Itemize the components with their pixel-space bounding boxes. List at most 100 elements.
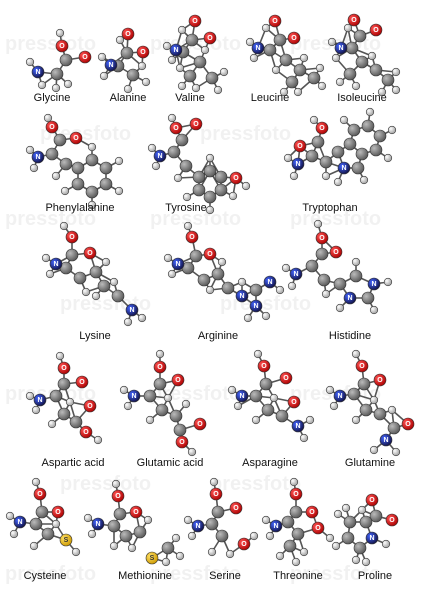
atom bbox=[141, 77, 151, 87]
atom bbox=[123, 84, 133, 94]
atom bbox=[25, 145, 35, 155]
atom bbox=[335, 303, 345, 313]
atom bbox=[161, 557, 171, 567]
molecule: O O N Leucine bbox=[245, 14, 327, 104]
molecule-name: Valine bbox=[175, 92, 205, 104]
molecule-name: Threonine bbox=[273, 570, 323, 582]
atom bbox=[227, 385, 237, 395]
atom bbox=[55, 28, 65, 38]
atom bbox=[387, 405, 397, 415]
molecule-name: Alanine bbox=[110, 92, 147, 104]
atom bbox=[93, 435, 103, 445]
molecule-name: Tyrosine bbox=[165, 202, 207, 214]
watermark: pressfoto bbox=[290, 208, 381, 230]
atom bbox=[275, 285, 285, 295]
atom bbox=[29, 517, 43, 531]
atom bbox=[175, 551, 185, 561]
atom bbox=[69, 415, 83, 429]
molecule: O O N O Serine bbox=[183, 477, 259, 582]
atom bbox=[373, 373, 387, 387]
atom bbox=[25, 57, 35, 67]
atom bbox=[153, 360, 167, 374]
molecule-name: Proline bbox=[358, 570, 392, 582]
atom bbox=[161, 541, 175, 555]
atom bbox=[211, 267, 225, 281]
atom bbox=[355, 359, 369, 373]
atom bbox=[115, 35, 125, 45]
atom bbox=[273, 33, 287, 47]
molecule-name: Phenylalanine bbox=[45, 202, 114, 214]
atom bbox=[315, 121, 329, 135]
atom bbox=[343, 23, 353, 33]
watermark: pressfoto bbox=[5, 208, 96, 230]
atom bbox=[249, 531, 259, 541]
molecule-name: Tryptophan bbox=[302, 202, 357, 214]
atom bbox=[249, 389, 263, 403]
atom-symbol: O bbox=[175, 377, 181, 384]
molecule: O O N S Methionine bbox=[83, 479, 185, 582]
atom-symbol: O bbox=[179, 439, 185, 446]
atom bbox=[229, 171, 243, 185]
atom bbox=[283, 153, 293, 163]
molecule: O O N O O Aspartic acid bbox=[25, 351, 104, 469]
molecule-name: Asparagine bbox=[242, 457, 298, 469]
atom bbox=[193, 55, 207, 69]
atom-symbol: O bbox=[197, 421, 203, 428]
atom bbox=[192, 183, 206, 197]
atom bbox=[251, 415, 261, 425]
atom bbox=[183, 515, 193, 525]
atom-symbol: O bbox=[173, 125, 179, 132]
atom bbox=[143, 389, 157, 403]
atom bbox=[99, 161, 113, 175]
atom bbox=[261, 23, 271, 33]
atom-symbol: N bbox=[341, 165, 346, 172]
atom bbox=[71, 177, 85, 191]
atom bbox=[249, 53, 259, 63]
atom bbox=[50, 67, 64, 81]
atom bbox=[109, 277, 119, 287]
watermark: pressfoto bbox=[5, 33, 96, 55]
atom bbox=[29, 541, 39, 551]
atom bbox=[391, 447, 401, 457]
atom bbox=[359, 515, 373, 529]
atom bbox=[65, 397, 75, 407]
atom bbox=[191, 519, 205, 533]
atom bbox=[289, 171, 299, 181]
watermark: pressfoto bbox=[220, 293, 311, 315]
atom bbox=[299, 53, 309, 63]
atom bbox=[83, 399, 97, 413]
atom bbox=[78, 50, 92, 64]
atom bbox=[123, 317, 133, 327]
atom bbox=[365, 107, 375, 117]
atom bbox=[291, 157, 305, 171]
atom bbox=[287, 31, 301, 45]
atom-symbol: O bbox=[309, 509, 315, 516]
atom bbox=[59, 221, 69, 231]
atom bbox=[192, 170, 206, 184]
atom bbox=[33, 487, 47, 501]
atom-symbol: O bbox=[389, 517, 395, 524]
atom-symbol: N bbox=[157, 153, 162, 160]
atom bbox=[185, 230, 199, 244]
molecule-name: Isoleucine bbox=[337, 92, 387, 104]
molecule-name: Glutamine bbox=[345, 457, 395, 469]
atom bbox=[59, 157, 73, 171]
atom bbox=[81, 287, 91, 297]
atom bbox=[235, 289, 249, 303]
atom bbox=[355, 147, 369, 161]
atom bbox=[175, 435, 189, 449]
atom bbox=[205, 71, 219, 85]
atom bbox=[51, 83, 61, 93]
atom bbox=[361, 557, 371, 567]
atom bbox=[29, 163, 39, 173]
atom bbox=[309, 115, 319, 125]
atom-symbol: O bbox=[241, 541, 247, 548]
atom bbox=[109, 541, 119, 551]
atom bbox=[31, 150, 45, 164]
atom bbox=[97, 52, 107, 62]
atom bbox=[107, 519, 121, 533]
atom bbox=[145, 551, 159, 565]
atom bbox=[353, 29, 367, 43]
atom bbox=[387, 125, 397, 135]
atom bbox=[47, 419, 57, 429]
